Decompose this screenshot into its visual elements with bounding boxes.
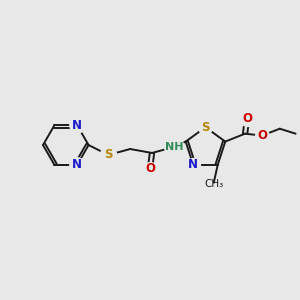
Text: NH: NH [164,142,183,152]
Text: N: N [188,158,198,171]
Text: O: O [145,162,155,175]
Text: O: O [242,112,252,125]
Text: S: S [104,148,112,161]
Text: N: N [72,158,82,171]
Text: CH₃: CH₃ [204,179,224,189]
Text: O: O [257,129,267,142]
Text: N: N [72,119,82,132]
Text: S: S [201,121,210,134]
